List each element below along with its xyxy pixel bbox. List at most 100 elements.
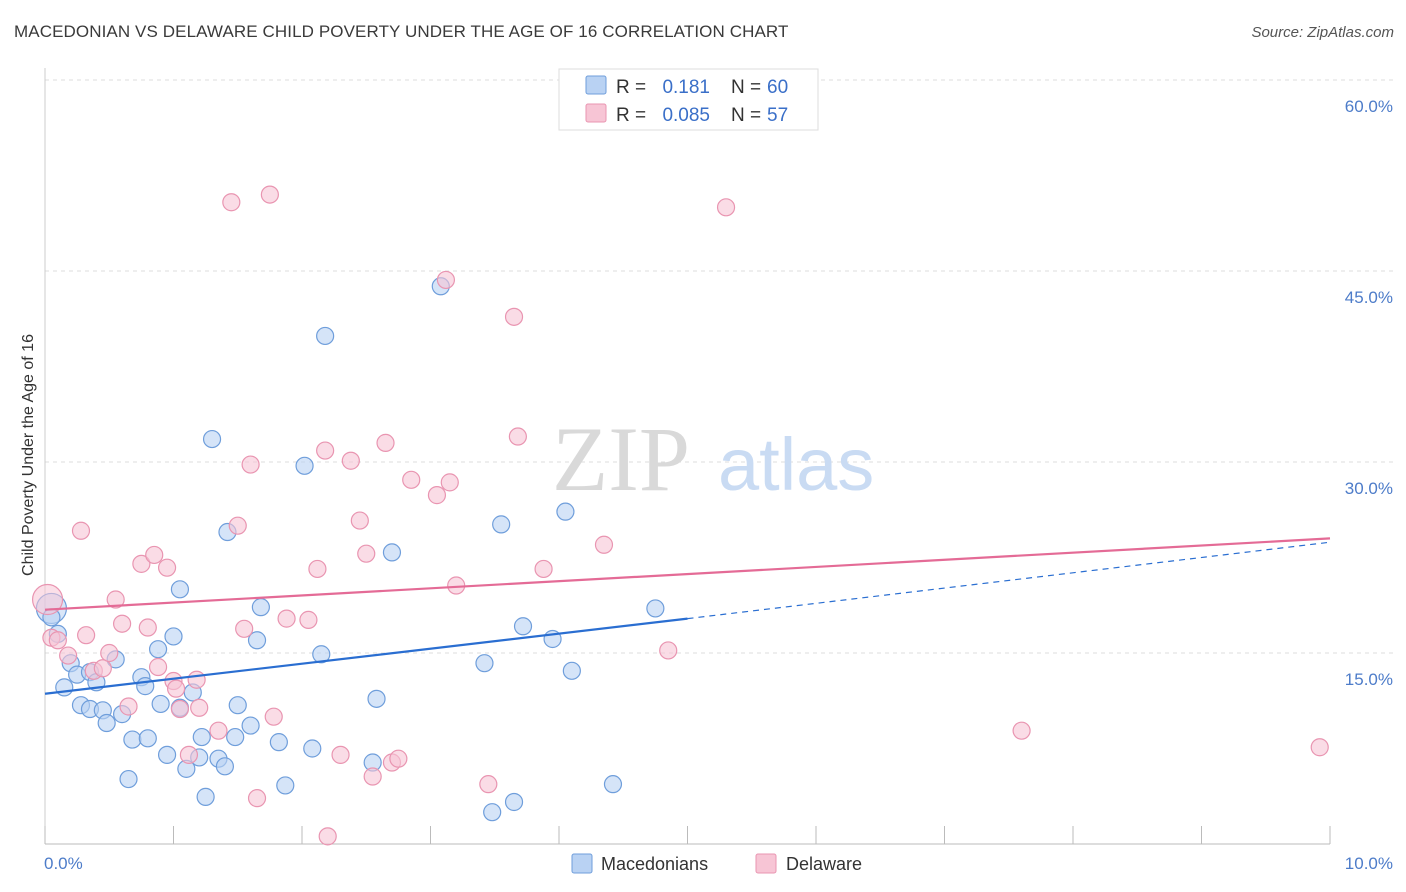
legend-swatch-delaware — [585, 103, 607, 123]
delaware-point — [659, 641, 678, 660]
delaware-point — [112, 614, 132, 633]
bottom-legend-label-delaware[interactable]: Delaware — [786, 854, 862, 874]
delaware-point — [341, 451, 360, 470]
macedonians-point — [55, 678, 74, 697]
macedonians-point — [123, 730, 142, 749]
macedonians-point — [269, 733, 288, 752]
macedonians-point — [119, 769, 138, 789]
grid-layer — [45, 79, 1395, 654]
legend-n-label-delaware: N = — [731, 105, 761, 126]
delaware-point — [350, 511, 369, 530]
delaware-point — [241, 455, 260, 474]
delaware-point — [440, 473, 459, 492]
macedonians-point — [202, 429, 222, 449]
delaware-point — [264, 707, 283, 726]
bottom-legend: Macedonians Delaware — [571, 853, 862, 874]
macedonians-point — [562, 661, 581, 680]
delaware-point — [331, 745, 350, 764]
legend-r-value-macedonians: 0.181 — [662, 77, 710, 98]
delaware-point — [228, 516, 247, 535]
macedonians-point — [170, 580, 190, 599]
macedonians-point — [164, 627, 183, 646]
macedonians-point — [241, 716, 260, 735]
macedonians-trend-line — [44, 617, 688, 695]
macedonians-point — [151, 694, 170, 714]
delaware-point — [71, 521, 91, 540]
macedonians-point — [157, 745, 177, 764]
delaware-point — [31, 583, 64, 616]
delaware-point — [376, 433, 395, 452]
chart-source: Source: ZipAtlas.com — [1251, 24, 1394, 41]
delaware-point — [277, 609, 296, 628]
points-layer — [31, 185, 1329, 846]
legend-r-label-macedonians: R = — [616, 77, 646, 98]
delaware-point — [209, 721, 228, 740]
macedonians-point — [97, 713, 116, 733]
trend-layer — [44, 537, 1331, 695]
watermark: ZIP atlas — [552, 408, 874, 510]
macedonians-point — [556, 502, 575, 521]
macedonians-point — [513, 617, 533, 636]
x-tick-label: 10.0% — [1345, 854, 1393, 873]
macedonians-point — [136, 677, 155, 696]
macedonians-point — [303, 739, 322, 758]
delaware-point — [308, 559, 327, 579]
legend-r-label-delaware: R = — [616, 105, 646, 126]
delaware-point — [357, 544, 376, 563]
delaware-point — [190, 698, 209, 717]
bottom-legend-label-macedonians[interactable]: Macedonians — [601, 854, 708, 874]
macedonians-point — [215, 757, 234, 776]
delaware-point — [389, 749, 408, 768]
delaware-point — [316, 441, 335, 460]
delaware-point — [235, 619, 254, 638]
delaware-point — [1310, 738, 1329, 757]
delaware-point — [179, 745, 199, 764]
delaware-point — [48, 631, 67, 650]
delaware-point — [479, 775, 498, 794]
delaware-point — [106, 590, 125, 609]
y-axis-title: Child Poverty Under the Age of 16 — [20, 334, 37, 576]
delaware-point — [119, 697, 138, 716]
delaware-point — [145, 545, 164, 565]
delaware-point — [93, 659, 112, 678]
macedonians-point — [492, 515, 511, 534]
macedonians-point — [316, 326, 335, 346]
macedonians-point — [276, 776, 295, 795]
delaware-point — [534, 559, 553, 579]
delaware-point — [170, 699, 190, 719]
delaware-point — [716, 198, 736, 217]
macedonians-point — [192, 727, 211, 747]
legend-n-value-macedonians: 60 — [767, 77, 788, 98]
delaware-point — [157, 558, 177, 577]
watermark-atlas: atlas — [718, 423, 874, 506]
delaware-point — [100, 643, 119, 663]
macedonians-point — [196, 787, 215, 806]
delaware-point — [1012, 721, 1031, 740]
macedonians-point — [382, 543, 402, 562]
delaware-point — [166, 679, 186, 698]
delaware-point — [508, 427, 527, 446]
delaware-point — [318, 827, 337, 846]
macedonians-point — [295, 456, 314, 475]
macedonians-point — [251, 598, 270, 617]
macedonians-point — [228, 696, 247, 715]
axes-layer: 15.0% 30.0% 45.0% 60.0% 0.0% 10.0% — [44, 68, 1393, 873]
top-legend: R = 0.181 N = 60 R = 0.085 N = 57 — [558, 68, 819, 131]
macedonians-point — [483, 803, 502, 822]
y-tick-label: 15.0% — [1345, 670, 1393, 689]
bottom-legend-swatch-delaware[interactable] — [755, 853, 777, 874]
bottom-legend-swatch-macedonians[interactable] — [571, 853, 593, 874]
macedonians-point — [312, 645, 331, 664]
macedonians-point — [504, 792, 524, 812]
delaware-point — [138, 618, 157, 637]
chart-title: MACEDONIAN VS DELAWARE CHILD POVERTY UND… — [14, 22, 789, 41]
macedonians-point — [247, 631, 267, 650]
delaware-point — [132, 554, 151, 573]
legend-swatch-macedonians — [585, 75, 607, 95]
delaware-point — [427, 486, 447, 505]
delaware-point — [299, 610, 318, 629]
delaware-point — [247, 789, 267, 808]
delaware-point — [402, 470, 421, 489]
delaware-point — [59, 646, 78, 665]
